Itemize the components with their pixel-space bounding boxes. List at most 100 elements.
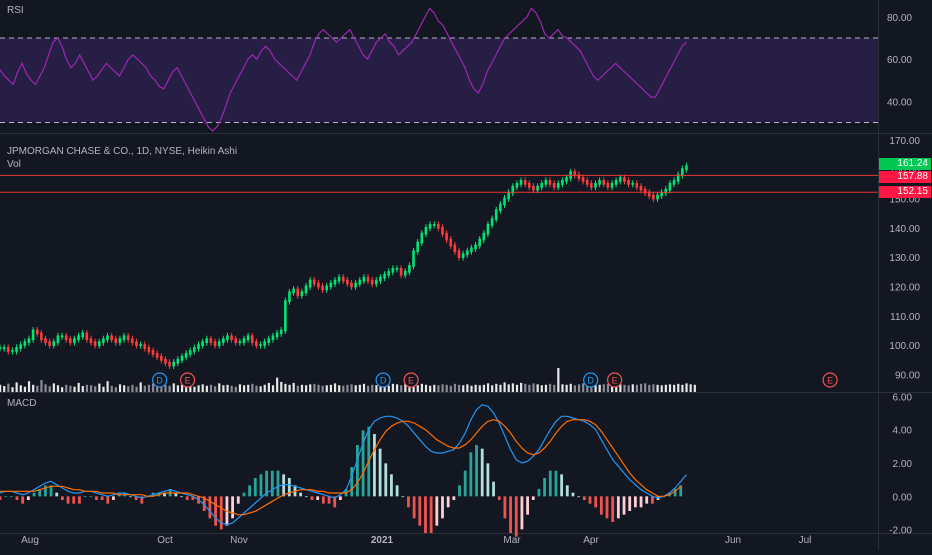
macd-histogram-bar [21, 496, 25, 504]
volume-bar [201, 384, 204, 392]
candle-body [300, 291, 304, 297]
macd-histogram-bar [469, 452, 473, 497]
candle-body [106, 335, 109, 341]
volume-bar [342, 385, 345, 392]
volume-bar [3, 386, 6, 392]
macd-histogram-bar [492, 481, 495, 497]
candle-body [151, 350, 155, 355]
candle-body [428, 224, 432, 229]
candle-body [532, 185, 535, 191]
macd-histogram-bar [356, 445, 359, 497]
volume-bar [94, 386, 97, 392]
macd-histogram-bar [384, 463, 388, 497]
candle-body [81, 332, 85, 338]
candle-body [614, 180, 618, 185]
macd-pane-label[interactable]: MACD [7, 398, 37, 409]
macd-histogram-bar [38, 489, 42, 497]
volume-bar [218, 383, 221, 392]
candle-body [19, 344, 22, 349]
candle-body [234, 338, 238, 344]
volume-bar [515, 384, 519, 392]
volume-bar [362, 383, 366, 392]
macd-histogram-bar [134, 496, 138, 500]
macd-histogram-bar [480, 448, 484, 497]
candle-body [135, 341, 138, 346]
volume-bar [548, 383, 552, 392]
macd-histogram-bar [259, 474, 263, 497]
volume-bar [569, 383, 572, 392]
candle-body [457, 250, 461, 259]
candle-body [437, 224, 440, 229]
candle-body [643, 188, 647, 194]
volume-bar [594, 385, 597, 392]
volume-bar [0, 384, 2, 392]
macd-histogram-bar [412, 496, 416, 519]
candle-body [68, 338, 72, 344]
volume-bar [164, 384, 167, 392]
price-axis-tick: 160.00 [889, 165, 920, 176]
volume-bar [346, 384, 349, 392]
volume-bar [11, 387, 14, 392]
macd-histogram-bar [514, 496, 518, 537]
volume-bar [242, 385, 246, 392]
macd-histogram-bar [463, 470, 467, 497]
volume-bar [267, 382, 270, 392]
macd-histogram-bar [89, 496, 93, 498]
candle-body [486, 224, 490, 235]
candle-body [122, 335, 126, 341]
candle-body [27, 338, 31, 344]
macd-histogram-bar [497, 496, 501, 500]
volume-bar [135, 386, 138, 392]
macd-histogram-bar [15, 496, 19, 500]
macd-histogram-bar [310, 496, 314, 500]
candle-body [528, 182, 531, 188]
macd-histogram-bar [140, 496, 144, 504]
candle-body [478, 238, 481, 247]
candle-body [647, 191, 651, 197]
candle-body [552, 182, 556, 188]
candle-body [631, 182, 634, 185]
volume-bar [668, 384, 672, 392]
macd-histogram-bar [327, 496, 331, 504]
volume-bar [561, 384, 564, 392]
macd-axis-tick: 2.00 [893, 459, 913, 470]
candle-body [2, 347, 6, 349]
candle-body [221, 338, 225, 344]
candle-body [598, 180, 601, 185]
rsi-axis-tick: 60.00 [887, 55, 912, 66]
macd-histogram-bar [287, 478, 291, 497]
macd-histogram-bar [174, 492, 178, 497]
macd-histogram-bar [219, 496, 223, 530]
macd-histogram-bar [95, 496, 98, 500]
candle-body [164, 358, 167, 364]
symbol-title[interactable]: JPMORGAN CHASE & CO., 1D, NYSE, Heikin A… [7, 146, 238, 157]
macd-histogram-bar [316, 496, 320, 500]
candle-body [213, 341, 217, 346]
macd-histogram-bar [560, 474, 564, 497]
volume-bar [602, 384, 605, 392]
volume-bar [168, 385, 171, 392]
dividend-marker [375, 372, 391, 388]
volume-bar [114, 387, 117, 392]
volume-bar [263, 384, 266, 392]
candle-body [317, 282, 320, 288]
candle-body [0, 347, 2, 349]
candle-body [304, 285, 308, 294]
volume-bar [152, 383, 155, 392]
macd-histogram-bar [361, 430, 365, 497]
macd-histogram-bar [599, 496, 603, 515]
macd-histogram-bar [248, 485, 252, 497]
macd-histogram-bar [537, 489, 541, 497]
volume-bar [449, 385, 452, 392]
candle-body [482, 232, 486, 241]
volume-label[interactable]: Vol [7, 159, 21, 170]
macd-histogram-bar [639, 496, 643, 508]
price-axis-tick: 130.00 [889, 253, 920, 264]
dividend-marker [152, 372, 168, 388]
volume-bar [292, 382, 295, 392]
volume-bar [123, 385, 126, 392]
candle-body [618, 177, 622, 182]
macd-axis-tick: 6.00 [893, 392, 913, 403]
